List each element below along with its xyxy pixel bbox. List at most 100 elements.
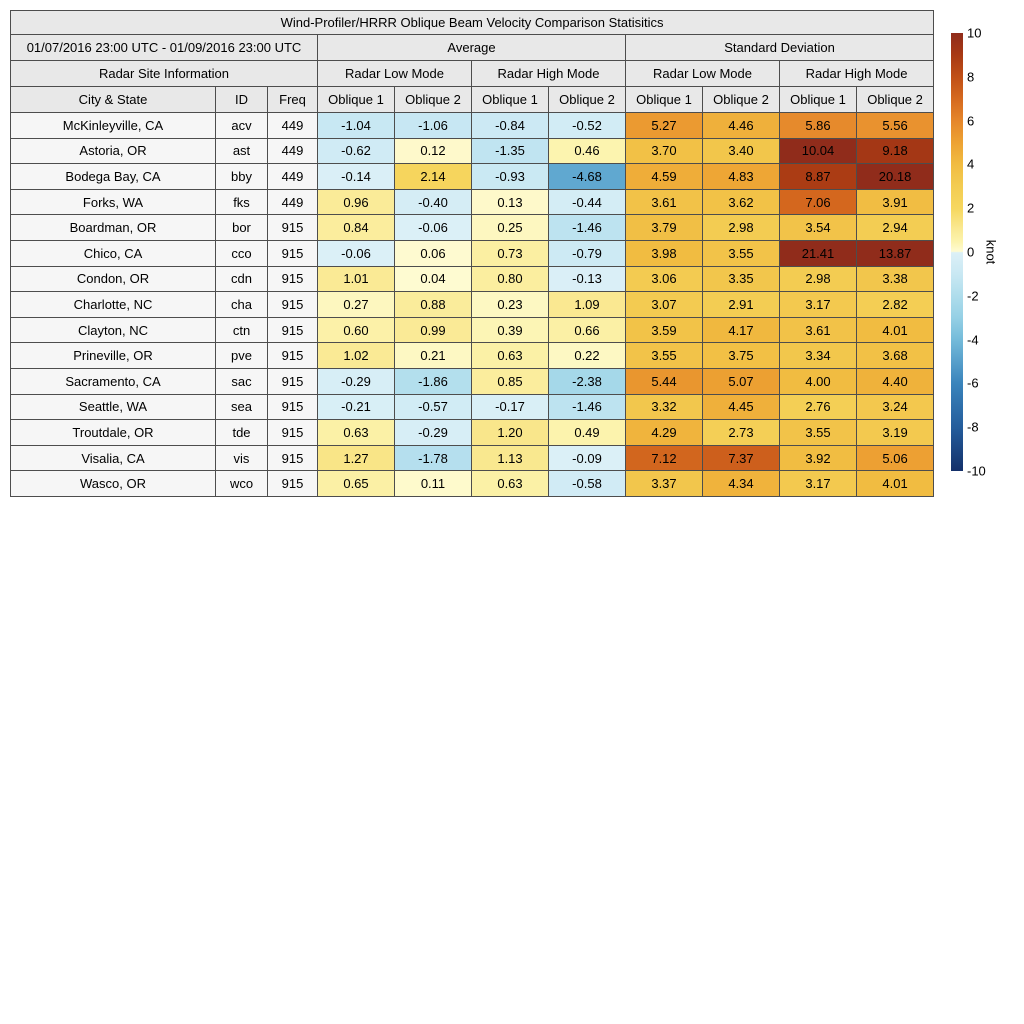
table-row: Sacramento, CA sac 915 -0.29 -1.86 0.85 -2.38 5… bbox=[10, 367, 935, 395]
value-cell: 3.40 bbox=[702, 137, 780, 165]
id-cell: cco bbox=[215, 239, 268, 267]
value-cell: 4.40 bbox=[855, 367, 935, 395]
oblique1-header: Oblique 1 bbox=[471, 86, 549, 113]
freq-cell: 915 bbox=[267, 419, 318, 446]
value-cell: 0.39 bbox=[471, 316, 549, 344]
value-cell: -0.13 bbox=[548, 265, 626, 293]
value-cell: 3.75 bbox=[702, 342, 780, 369]
id-cell: cha bbox=[215, 291, 268, 318]
value-cell: 2.76 bbox=[779, 393, 857, 421]
value-cell: 0.25 bbox=[471, 214, 549, 241]
id-cell: pve bbox=[215, 342, 268, 369]
value-cell: 3.79 bbox=[625, 214, 703, 241]
value-cell: 0.80 bbox=[471, 265, 549, 293]
value-cell: 1.20 bbox=[471, 419, 549, 446]
value-cell: 7.37 bbox=[702, 444, 780, 472]
value-cell: 0.21 bbox=[394, 342, 472, 369]
city-cell: Seattle, WA bbox=[10, 393, 216, 421]
table-row: Charlotte, NC cha 915 0.27 0.88 0.23 1.09 3.07 2… bbox=[10, 291, 935, 318]
value-cell: -1.46 bbox=[548, 393, 626, 421]
value-cell: -2.38 bbox=[548, 367, 626, 395]
id-cell: acv bbox=[215, 112, 268, 139]
city-cell: Prineville, OR bbox=[10, 342, 216, 369]
value-cell: -1.86 bbox=[394, 367, 472, 395]
value-cell: -0.21 bbox=[317, 393, 395, 421]
freq-cell: 915 bbox=[267, 316, 318, 344]
oblique1-header: Oblique 1 bbox=[317, 86, 395, 113]
value-cell: -0.52 bbox=[548, 112, 626, 139]
value-cell: -0.29 bbox=[394, 419, 472, 446]
freq-cell: 915 bbox=[267, 265, 318, 293]
oblique2-header: Oblique 2 bbox=[855, 86, 935, 113]
value-cell: 3.37 bbox=[625, 470, 703, 497]
value-cell: -1.04 bbox=[317, 112, 395, 139]
value-cell: 5.07 bbox=[702, 367, 780, 395]
value-cell: 5.06 bbox=[855, 444, 935, 472]
sd-high-mode-header: Radar High Mode bbox=[778, 60, 935, 87]
id-cell: ctn bbox=[215, 316, 268, 344]
value-cell: -1.78 bbox=[394, 444, 472, 472]
value-cell: 3.59 bbox=[625, 316, 703, 344]
id-cell: vis bbox=[215, 444, 268, 472]
freq-header: Freq bbox=[267, 86, 318, 113]
table-row: Condon, OR cdn 915 1.01 0.04 0.80 -0.13 3.06 3.3… bbox=[10, 265, 935, 293]
value-cell: 3.06 bbox=[625, 265, 703, 293]
value-cell: 2.91 bbox=[702, 291, 780, 318]
oblique2-header: Oblique 2 bbox=[548, 86, 626, 113]
value-cell: 2.98 bbox=[702, 214, 780, 241]
value-cell: 0.23 bbox=[471, 291, 549, 318]
value-cell: 0.88 bbox=[394, 291, 472, 318]
value-cell: 3.61 bbox=[625, 188, 703, 216]
table-row: Forks, WA fks 449 0.96 -0.40 0.13 -0.44 3.61 3.6… bbox=[10, 188, 935, 216]
value-cell: 3.62 bbox=[702, 188, 780, 216]
freq-cell: 449 bbox=[267, 137, 318, 165]
table-row: Troutdale, OR tde 915 0.63 -0.29 1.20 0.49 4.29… bbox=[10, 419, 935, 446]
city-cell: Bodega Bay, CA bbox=[10, 163, 216, 190]
city-state-header: City & State bbox=[10, 86, 216, 113]
freq-cell: 449 bbox=[267, 188, 318, 216]
value-cell: 5.44 bbox=[625, 367, 703, 395]
table-title: Wind-Profiler/HRRR Oblique Beam Velocity… bbox=[9, 10, 935, 35]
table-row: Prineville, OR pve 915 1.02 0.21 0.63 0.22 3.55… bbox=[10, 342, 935, 369]
id-cell: fks bbox=[215, 188, 268, 216]
table-row: McKinleyville, CA acv 449 -1.04 -1.06 -0.84 -0… bbox=[10, 112, 935, 139]
value-cell: 4.59 bbox=[625, 163, 703, 190]
value-cell: 3.32 bbox=[625, 393, 703, 421]
value-cell: -0.06 bbox=[394, 214, 472, 241]
value-cell: -1.06 bbox=[394, 112, 472, 139]
stats-table: Wind-Profiler/HRRR Oblique Beam Velocity… bbox=[9, 10, 935, 497]
avg-high-mode-header: Radar High Mode bbox=[471, 60, 626, 87]
city-cell: Chico, CA bbox=[10, 239, 216, 267]
colorbar-unit-label: knot bbox=[983, 239, 999, 265]
oblique1-header: Oblique 1 bbox=[779, 86, 857, 113]
value-cell: 0.65 bbox=[317, 470, 395, 497]
id-cell: bby bbox=[215, 163, 268, 190]
city-cell: Forks, WA bbox=[10, 188, 216, 216]
value-cell: 0.63 bbox=[471, 342, 549, 369]
city-cell: Sacramento, CA bbox=[10, 367, 216, 395]
value-cell: -0.57 bbox=[394, 393, 472, 421]
freq-cell: 915 bbox=[267, 444, 318, 472]
value-cell: 0.85 bbox=[471, 367, 549, 395]
value-cell: 0.27 bbox=[317, 291, 395, 318]
oblique1-header: Oblique 1 bbox=[625, 86, 703, 113]
colorbar-tick-label: -2 bbox=[967, 288, 979, 304]
value-cell: 2.98 bbox=[779, 265, 857, 293]
table-row: Boardman, OR bor 915 0.84 -0.06 0.25 -1.46 3.79… bbox=[10, 214, 935, 241]
value-cell: -0.29 bbox=[317, 367, 395, 395]
id-cell: sac bbox=[215, 367, 268, 395]
value-cell: 0.99 bbox=[394, 316, 472, 344]
freq-cell: 449 bbox=[267, 163, 318, 190]
value-cell: 3.70 bbox=[625, 137, 703, 165]
title-row: Wind-Profiler/HRRR Oblique Beam Velocity… bbox=[9, 10, 935, 35]
value-cell: 10.04 bbox=[779, 137, 857, 165]
value-cell: 7.06 bbox=[779, 188, 857, 216]
city-cell: Condon, OR bbox=[10, 265, 216, 293]
value-cell: 3.17 bbox=[779, 470, 857, 497]
value-cell: 0.11 bbox=[394, 470, 472, 497]
value-cell: 0.49 bbox=[548, 419, 626, 446]
value-cell: -0.84 bbox=[471, 112, 549, 139]
value-cell: 5.56 bbox=[855, 112, 935, 139]
value-cell: -0.40 bbox=[394, 188, 472, 216]
